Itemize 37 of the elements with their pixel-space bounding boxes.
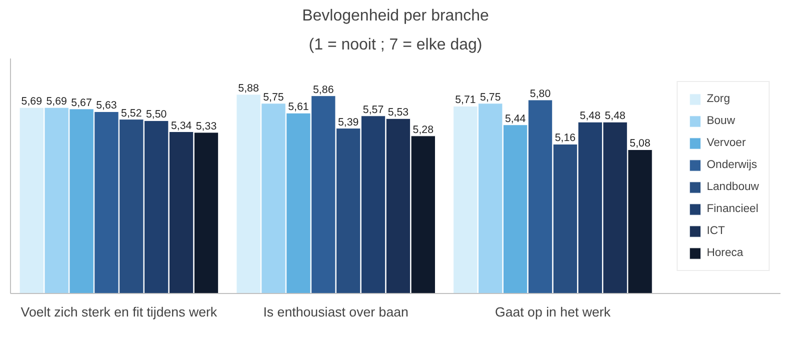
- data-label: 5,28: [412, 124, 434, 136]
- legend-label: Horeca: [706, 246, 744, 258]
- legend-label: Zorg: [706, 92, 730, 104]
- x-tick-label: Gaat op in het werk: [494, 304, 611, 320]
- data-label: 5,69: [46, 96, 68, 108]
- data-label: 5,08: [630, 138, 650, 150]
- legend-label: Bouw: [706, 114, 736, 126]
- legend-label: Onderwijs: [706, 158, 758, 170]
- chart-subtitle: (1 = nooit ; 7 = elke dag): [308, 36, 482, 54]
- data-label: 5,48: [580, 110, 601, 122]
- data-label: 5,57: [362, 104, 384, 116]
- data-label: 5,86: [313, 84, 334, 96]
- data-label: 5,63: [96, 100, 117, 112]
- data-label: 5,48: [604, 110, 626, 122]
- data-label: 5,69: [21, 96, 42, 108]
- data-label: 5,53: [388, 106, 409, 119]
- data-label: 5,52: [121, 107, 142, 120]
- legend-label: Landbouw: [706, 180, 759, 192]
- data-label: 5,50: [146, 108, 167, 121]
- data-label: 5,33: [196, 120, 217, 132]
- data-label: 5,80: [530, 88, 551, 100]
- data-label: 5,44: [504, 112, 526, 125]
- data-label: 5,39: [338, 116, 359, 128]
- x-tick-label: Is enthousiast over baan: [263, 304, 408, 320]
- data-label: 5,34: [170, 120, 192, 132]
- x-tick-label: Voelt zich sterk en fit tijdens werk: [20, 304, 218, 320]
- data-label: 5,75: [263, 91, 284, 104]
- data-label: 5,71: [455, 94, 476, 106]
- data-label: 5,61: [288, 101, 309, 114]
- chart-title: Bevlogenheid per branche: [302, 8, 490, 24]
- data-label: 5,16: [554, 132, 576, 144]
- legend-label: Financieel: [706, 202, 758, 214]
- data-label: 5,67: [71, 96, 92, 109]
- data-label: 5,88: [238, 82, 259, 94]
- legend-label: ICT: [706, 224, 726, 236]
- data-label: 5,75: [480, 91, 501, 104]
- legend-label: Vervoer: [706, 136, 746, 148]
